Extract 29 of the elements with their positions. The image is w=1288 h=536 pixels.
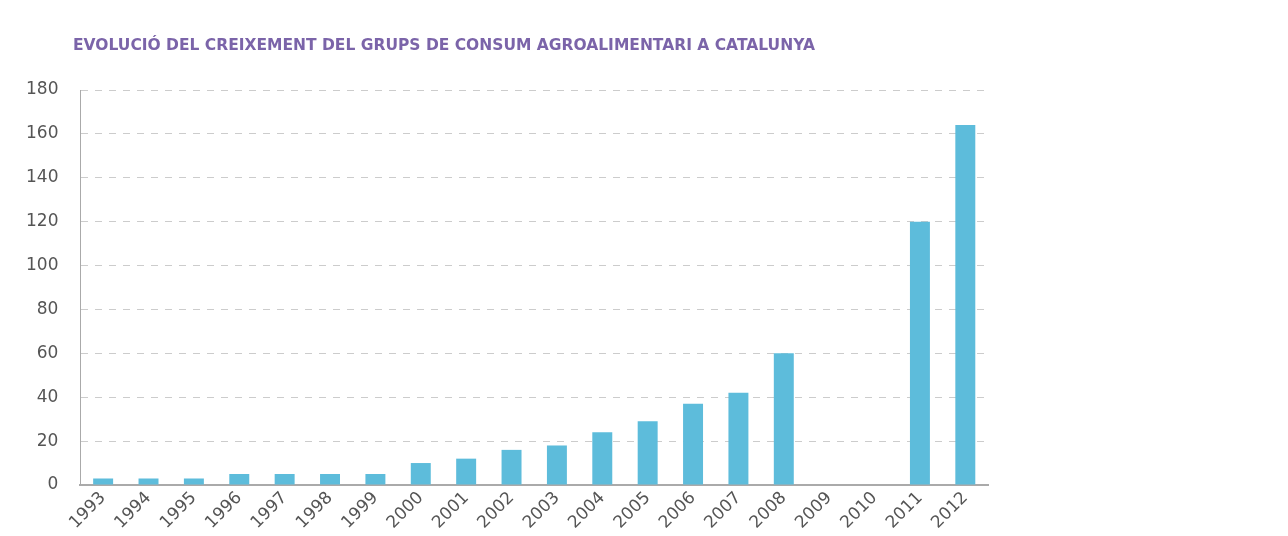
bar [410,463,431,485]
y-tick-label: 60 [36,341,59,362]
y-tick-label: 180 [25,78,59,99]
bar [683,403,704,485]
bar [274,474,295,485]
bar [637,421,658,485]
y-tick-label: 120 [25,210,59,231]
y-tick-label: 80 [36,297,59,318]
bar [93,478,114,485]
bar [955,125,976,485]
bar [365,474,386,485]
y-tick-label: 140 [25,166,59,187]
bar [456,458,477,485]
bar [183,478,204,485]
bar [728,392,749,485]
bar [592,432,613,485]
bar [546,445,567,485]
bar [909,221,930,485]
y-tick-label: 100 [25,253,59,274]
y-tick-label: 20 [36,429,59,450]
y-tick-label: 40 [36,385,59,406]
bar [229,474,250,485]
bar [138,478,159,485]
y-tick-label: 0 [47,473,59,494]
y-tick-label: 160 [25,122,59,143]
bar [773,353,794,485]
bar [501,449,522,485]
chart-title: EVOLUCIÓ DEL CREIXEMENT DEL GRUPS DE CONSUM AGROALIMENTARI A CATALUNYA [73,36,815,54]
bar [320,474,341,485]
